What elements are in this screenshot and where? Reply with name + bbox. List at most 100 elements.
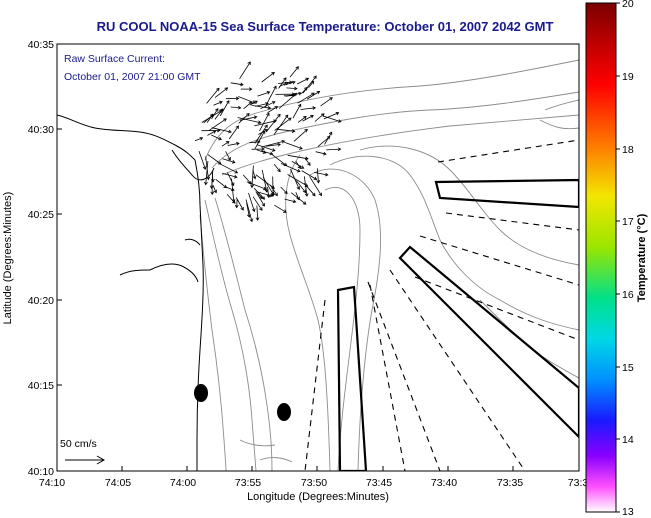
current-vector-head bbox=[264, 124, 268, 129]
current-vector bbox=[249, 141, 260, 144]
current-vector-head bbox=[269, 193, 274, 198]
current-vector-head bbox=[304, 128, 308, 133]
current-vector bbox=[208, 118, 227, 132]
current-vector bbox=[286, 87, 297, 89]
current-vector-head bbox=[299, 146, 303, 150]
current-vector bbox=[246, 181, 267, 190]
current-vector-head bbox=[228, 129, 232, 134]
current-vector-head bbox=[335, 111, 340, 116]
colorbar-tick-label: 13 bbox=[622, 506, 634, 518]
current-vector bbox=[213, 101, 223, 106]
current-vector bbox=[219, 163, 238, 174]
current-vector bbox=[266, 144, 281, 147]
current-vector-head bbox=[328, 131, 333, 136]
current-vector bbox=[211, 170, 214, 189]
current-vector bbox=[230, 82, 244, 86]
current-vector-head bbox=[213, 189, 217, 194]
current-vector bbox=[257, 91, 270, 97]
current-vector-head bbox=[296, 186, 301, 191]
current-vector bbox=[317, 136, 331, 148]
current-vector-head bbox=[296, 168, 301, 173]
current-vector-head bbox=[231, 159, 236, 164]
current-vector-head bbox=[259, 207, 263, 211]
current-vector bbox=[256, 149, 266, 154]
current-vector-head bbox=[313, 176, 318, 180]
y-tick-label: 40:20 bbox=[28, 295, 54, 307]
current-vector bbox=[261, 169, 268, 193]
current-vector bbox=[253, 187, 265, 200]
y-tick-label: 40:30 bbox=[28, 124, 54, 136]
current-vector bbox=[323, 112, 339, 120]
current-vector-head bbox=[310, 114, 314, 119]
current-vector-head bbox=[231, 199, 236, 203]
current-note-line1: Raw Surface Current: bbox=[64, 53, 165, 65]
current-vector bbox=[274, 204, 287, 213]
current-vector bbox=[214, 87, 228, 98]
current-vector bbox=[314, 172, 328, 176]
current-vector-head bbox=[311, 92, 315, 96]
current-vector bbox=[323, 115, 342, 123]
current-vector-head bbox=[246, 112, 250, 117]
current-vector bbox=[261, 140, 285, 148]
current-vector bbox=[201, 109, 223, 123]
current-vector-head bbox=[307, 162, 311, 166]
x-tick-label: 73:40 bbox=[431, 477, 457, 489]
colorbar-tick-label: 19 bbox=[622, 71, 634, 83]
x-tick-label: 74:00 bbox=[170, 477, 196, 489]
map-plot-area: 50 cm/s Raw Surface Current: October 01,… bbox=[57, 44, 579, 471]
current-vector-head bbox=[224, 87, 229, 91]
current-vector-head bbox=[311, 192, 316, 197]
current-vector bbox=[254, 130, 265, 150]
current-vector-head bbox=[235, 125, 239, 130]
buoy-marker-east bbox=[277, 403, 291, 421]
current-vector bbox=[256, 144, 276, 152]
current-vector-head bbox=[318, 192, 322, 197]
current-vector-head bbox=[236, 141, 240, 146]
current-vector-head bbox=[281, 139, 286, 144]
current-vector bbox=[273, 163, 281, 172]
current-vector bbox=[198, 150, 206, 170]
current-vector-head bbox=[217, 161, 222, 165]
current-vector bbox=[246, 202, 250, 218]
current-vector-head bbox=[231, 187, 235, 192]
current-vector-head bbox=[316, 180, 321, 184]
x-tick-label: 74:10 bbox=[39, 477, 65, 489]
current-vector bbox=[206, 113, 214, 123]
current-vector bbox=[227, 142, 240, 146]
current-vector-head bbox=[248, 87, 253, 92]
current-vector-head bbox=[274, 192, 278, 197]
current-vector bbox=[212, 185, 217, 193]
current-vector-head bbox=[304, 193, 309, 197]
current-vector bbox=[205, 160, 209, 185]
current-vector bbox=[206, 88, 220, 104]
current-vector-head bbox=[305, 156, 309, 161]
current-vector bbox=[261, 150, 273, 155]
plot-frame bbox=[56, 43, 580, 472]
radial-dashed-lines bbox=[304, 139, 579, 471]
current-vector bbox=[257, 191, 273, 197]
current-vector-head bbox=[271, 71, 275, 76]
current-vector-head bbox=[271, 148, 276, 152]
current-vector-head bbox=[302, 201, 307, 205]
current-vector bbox=[316, 168, 319, 183]
current-vector bbox=[314, 113, 325, 122]
current-vector bbox=[264, 86, 277, 108]
current-vector bbox=[302, 75, 317, 94]
current-vector-head bbox=[273, 119, 277, 124]
current-vector bbox=[267, 187, 270, 198]
current-vector bbox=[303, 183, 316, 197]
colorbar-tick-label: 20 bbox=[622, 0, 634, 10]
coastline bbox=[57, 114, 215, 471]
current-vector-head bbox=[234, 204, 239, 209]
current-vector-head bbox=[291, 92, 296, 97]
y-tick-label: 40:15 bbox=[28, 380, 54, 392]
current-vector bbox=[256, 192, 265, 207]
bathymetry-contours bbox=[199, 59, 579, 471]
current-vector bbox=[252, 196, 263, 211]
current-vector-head bbox=[298, 91, 302, 96]
current-vector-head bbox=[295, 66, 299, 70]
current-vector-head bbox=[247, 61, 251, 66]
current-vector bbox=[261, 72, 275, 83]
current-vector bbox=[291, 192, 307, 205]
